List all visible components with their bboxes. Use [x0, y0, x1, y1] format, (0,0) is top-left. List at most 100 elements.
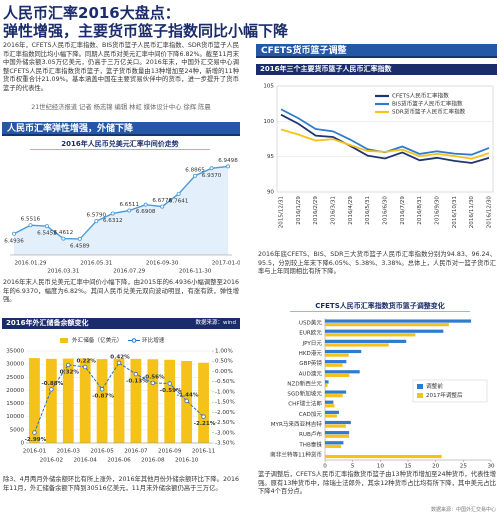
point	[110, 211, 115, 216]
legend-label: SDR货币篮子人民币汇率指数	[392, 108, 466, 116]
line	[280, 113, 490, 164]
x-tick-label: 2015/12/31	[279, 196, 285, 229]
x-tick-label: 2016-05	[90, 449, 114, 455]
chart: 0 5 10 15 20 25 30 USD美元 EUR欧元 JPY日元 HKD港元 GBP英镑 AUD…	[270, 318, 495, 470]
y-tick-label: THB泰铢	[298, 440, 322, 448]
value-label: -0.87%	[92, 394, 114, 400]
value-label: 6.8865	[185, 167, 205, 173]
chart: 0 5000 10000 15000 20000 25000 30000 35000 -3.50…	[6, 336, 235, 464]
y2-tick-label: -3.00%	[215, 430, 235, 436]
x-tick-label: 2016.03.31	[47, 269, 79, 275]
y-tick-label: NZD新西兰元	[287, 379, 322, 387]
value-label: 0.22%	[76, 358, 96, 364]
note: 2016年底CFETS、BIS、SDR三大货币篮子人民币汇率指数分别为94.83…	[258, 251, 496, 276]
value-label: 6.4589	[70, 243, 90, 249]
y2-tick-label: 0.00%	[215, 369, 233, 375]
bar	[325, 333, 416, 337]
x-tick-label: 2016-04	[73, 458, 97, 464]
value-label: 6.6312	[103, 218, 123, 224]
point	[150, 380, 156, 386]
y-tick-label: 30000	[6, 362, 24, 368]
x-tick-label: 2016.01.29	[14, 261, 46, 267]
bar	[325, 434, 350, 438]
byline: 21世纪经济报道 记者 杨志锦 编辑 林虹 媒体设计中心 徐辉 陈晨	[31, 104, 211, 111]
x-tick-label: 25	[460, 464, 468, 470]
x-tick-label: 2016/11/30	[469, 196, 475, 229]
y-tick-label: 25000	[6, 375, 24, 381]
x-tick-label: 30	[487, 464, 495, 470]
bar	[130, 358, 142, 443]
legend-swatch	[60, 338, 68, 343]
bar	[325, 454, 442, 459]
legend-marker	[131, 338, 137, 343]
value-label: -1.44%	[177, 392, 199, 398]
bar	[325, 420, 351, 425]
point	[32, 430, 37, 435]
point	[28, 223, 33, 228]
point	[225, 164, 230, 169]
point	[77, 236, 82, 241]
y-tick-label: 35000	[6, 349, 24, 355]
y-tick-label: 105	[263, 84, 274, 90]
x-tick-label: 2016-07	[124, 449, 148, 455]
x-tick-label: 2016.05.31	[80, 261, 112, 267]
point	[209, 166, 214, 171]
point	[167, 381, 172, 386]
x-tick-label: 2016-09	[158, 449, 182, 455]
legend-label: CFETS人民币汇率指数	[392, 92, 449, 100]
source: 数据来源：wind	[195, 320, 236, 326]
x-tick-label: 2016/7/29	[400, 196, 406, 225]
x-tick-label: 2016-02	[40, 458, 63, 464]
x-tick-label: 2016-11	[192, 449, 216, 455]
y-tick-label: CHF瑞士法郎	[288, 400, 322, 408]
value-label: 6.4612	[54, 230, 74, 236]
legend-label: BIS货币篮子人民币汇率指数	[392, 100, 463, 108]
value-label: 6.5516	[21, 217, 41, 223]
bar	[62, 358, 74, 443]
point	[116, 360, 122, 366]
bar	[325, 343, 389, 347]
y-tick-label: 5000	[10, 427, 25, 433]
value-label: -0.88%	[41, 381, 63, 387]
bar	[325, 390, 347, 394]
x-tick-label: 2016-11-30	[179, 269, 212, 275]
intro: 2016年，CFETS人民币汇率指数、BIS货币篮子人民币汇率指数、SDR货币篮…	[3, 42, 239, 92]
line	[280, 128, 490, 160]
x-tick-label: 2016-08	[141, 458, 165, 464]
chart-title: 2016年三个主要货币篮子人民币汇率指数	[256, 64, 497, 75]
x-tick-label: 15	[404, 464, 412, 470]
value-label: 6.7641	[169, 198, 189, 204]
y2-tick-label: -1.50%	[215, 400, 235, 406]
point	[82, 364, 88, 370]
x-tick-label: 2016-10	[175, 458, 199, 464]
legend-swatch	[417, 384, 423, 389]
section-banner: CFETS货币篮子调整	[256, 44, 497, 58]
bar	[325, 353, 349, 357]
x-tick-label: 2016-09-30	[146, 261, 179, 267]
y-tick-label: JPY日元	[301, 340, 322, 347]
bar	[325, 400, 334, 404]
value-label: 6.5452	[37, 231, 57, 237]
y2-tick-label: -0.50%	[215, 379, 235, 385]
point	[193, 173, 198, 178]
bar	[147, 359, 159, 443]
value-label: -2.21%	[194, 421, 216, 427]
legend-label: 调整前	[426, 382, 443, 390]
source: 数据来源：中国外汇交易中心	[430, 507, 496, 513]
line	[33, 362, 204, 433]
bar	[325, 373, 350, 377]
x-tick-label: 2016/2/29	[313, 196, 319, 225]
point	[143, 202, 148, 207]
y-tick-label: CAD加元	[299, 410, 323, 418]
bar	[79, 358, 91, 443]
x-tick-label: 2016/5/31	[365, 196, 371, 225]
bar	[325, 319, 472, 323]
y-tick-label: EUR欧元	[299, 329, 322, 337]
bar	[325, 414, 337, 418]
x-tick-label: 2016.07.29	[113, 269, 145, 275]
bar	[96, 359, 108, 443]
point	[127, 208, 132, 213]
value-label: -2.99%	[25, 437, 47, 443]
bar	[325, 363, 343, 367]
